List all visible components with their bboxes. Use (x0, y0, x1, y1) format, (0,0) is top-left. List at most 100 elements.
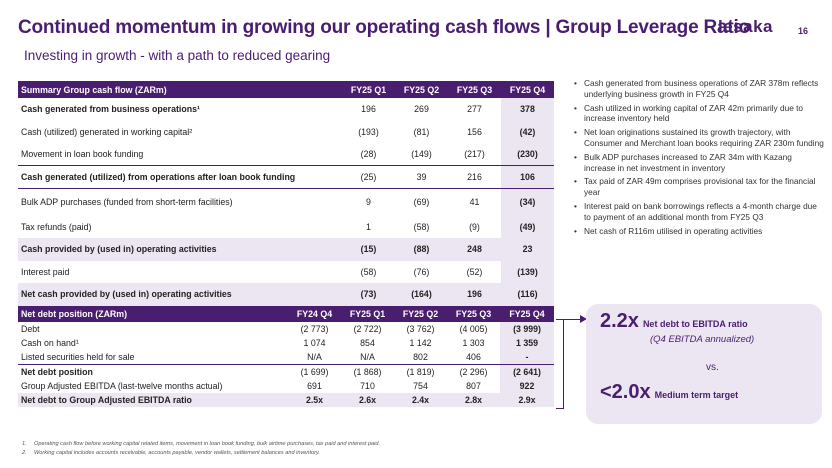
table-cell: 710 (360, 380, 375, 391)
current-leverage: 2.2x Net debt to EBITDA ratio (600, 310, 748, 333)
row-label: Net debt position (18, 364, 288, 379)
row-label: Group Adjusted EBITDA (last-twelve month… (21, 380, 223, 391)
row-label: Debt (21, 324, 40, 335)
target-leverage-label: Medium term target (654, 390, 739, 400)
table-cell: 2.4x (394, 392, 447, 408)
column-header: FY25 Q2 (394, 306, 447, 322)
table-cell: 1 303 (462, 338, 485, 349)
table-cell: 2.6x (341, 392, 394, 408)
table-cell: (58) (413, 221, 430, 232)
table-cell: (34) (501, 187, 554, 216)
versus-label: vs. (706, 362, 719, 373)
table-cell: 2.8x (447, 392, 500, 408)
table-row: Debt (2 773) (2 722) (3 762) (4 005) (3 … (18, 322, 554, 337)
leverage-note: (Q4 EBITDA annualized) (650, 334, 755, 345)
table-cell: (3 762) (406, 324, 435, 335)
list-item: Tax paid of ZAR 49m comprises provisiona… (572, 176, 824, 198)
table-cell: 248 (448, 237, 501, 261)
table-cell: 216 (448, 165, 501, 189)
table-cell: 754 (413, 380, 428, 391)
page-subtitle: Investing in growth - with a path to red… (24, 48, 331, 63)
table-cell: 23 (501, 237, 554, 261)
table-cell: (88) (395, 237, 448, 261)
lesaka-logo-icon: lesaka (718, 17, 773, 36)
target-leverage: <2.0x Medium term target (600, 381, 738, 404)
row-label: Cash generated from business operations¹ (21, 104, 200, 115)
table-cell: (2 773) (300, 324, 329, 335)
table-cell: 39 (395, 165, 448, 189)
table-cell: (116) (501, 283, 554, 306)
bracket-connector (556, 319, 564, 409)
arrow-right-icon (580, 315, 587, 323)
footnote: 2. Working capital includes accounts rece… (22, 450, 320, 456)
footnotes: 1. Operating cash flow before working cap… (22, 440, 380, 458)
table-cell: (73) (342, 283, 395, 306)
column-header: Summary Group cash flow (ZARm) (18, 81, 342, 98)
column-header: FY25 Q1 (342, 81, 395, 98)
cash-flow-table: Summary Group cash flow (ZARm) FY25 Q1 F… (18, 81, 554, 306)
table-cell: 807 (466, 380, 481, 391)
table-cell: (2 722) (353, 324, 382, 335)
arrow-line (564, 319, 582, 320)
table-cell: (69) (395, 187, 448, 216)
column-header: FY25 Q2 (395, 81, 448, 98)
table-cell: (4 005) (459, 324, 488, 335)
table-cell: (139) (501, 260, 554, 284)
table-row: Bulk ADP purchases (funded from short-te… (18, 187, 554, 216)
table-cell: 1 074 (303, 338, 326, 349)
table-header-row: Summary Group cash flow (ZARm) FY25 Q1 F… (18, 81, 554, 98)
table-cell: (164) (395, 283, 448, 306)
table-row: Movement in loan book funding (28) (149)… (18, 143, 554, 166)
table-cell: 106 (501, 165, 554, 189)
table-cell: 9 (342, 187, 395, 216)
company-logo: lesaka (718, 16, 790, 43)
table-row: Group Adjusted EBITDA (last-twelve month… (18, 378, 554, 393)
net-debt-table: Net debt position (ZARm) FY24 Q4 FY25 Q1… (18, 306, 554, 408)
svg-text:lesaka: lesaka (718, 17, 773, 36)
page-number: 16 (798, 26, 809, 36)
row-label: Cash generated (utilized) from operation… (18, 165, 342, 189)
table-cell: (49) (501, 215, 554, 238)
table-cell: 2.5x (288, 392, 341, 408)
table-cell: (1 819) (394, 364, 447, 379)
table-row: Listed securities held for sale N/A N/A … (18, 350, 554, 365)
table-cell: 854 (360, 338, 375, 349)
table-cell: N/A (360, 352, 375, 363)
table-cell: 922 (500, 378, 554, 393)
column-header: FY25 Q3 (447, 306, 500, 322)
row-label: Listed securities held for sale (21, 352, 135, 363)
column-header: FY25 Q4 (501, 81, 554, 98)
table-cell: (15) (342, 237, 395, 261)
table-row: Cash (utilized) generated in working cap… (18, 120, 554, 144)
table-cell: 691 (307, 380, 322, 391)
table-cell: (9) (469, 221, 480, 232)
column-header: FY25 Q4 (500, 306, 554, 322)
table-cell: (1 868) (341, 364, 394, 379)
list-item: Cash utilized in working capital of ZAR … (572, 103, 824, 125)
row-label: Tax refunds (paid) (21, 221, 92, 232)
table-cell: 196 (361, 104, 376, 115)
table-cell: 378 (501, 98, 554, 121)
target-leverage-value: <2.0x (600, 381, 651, 403)
table-cell: (2 296) (447, 364, 500, 379)
table-row: Net cash provided by (used in) operating… (18, 283, 554, 306)
table-cell: 1 142 (409, 338, 432, 349)
table-cell: - (500, 350, 554, 365)
table-row: Interest paid (58) (76) (52) (139) (18, 260, 554, 284)
row-label: Bulk ADP purchases (funded from short-te… (18, 187, 342, 216)
table-cell: (3 999) (500, 322, 554, 337)
table-cell: (1 699) (288, 364, 341, 379)
row-label: Movement in loan book funding (21, 149, 144, 160)
table-cell: (25) (342, 165, 395, 189)
row-label: Cash provided by (used in) operating act… (18, 237, 342, 261)
table-cell: 2.9x (500, 392, 554, 408)
table-cell: N/A (307, 352, 322, 363)
table-cell: (217) (464, 149, 485, 160)
leverage-callout (586, 304, 822, 424)
table-header-row: Net debt position (ZARm) FY24 Q4 FY25 Q1… (18, 306, 554, 322)
table-row: Net debt to Group Adjusted EBITDA ratio … (18, 392, 554, 408)
column-header: FY25 Q1 (341, 306, 394, 322)
list-item: Net loan originations sustained its grow… (572, 127, 824, 149)
table-cell: 406 (466, 352, 481, 363)
row-label: Net cash provided by (used in) operating… (18, 283, 342, 306)
